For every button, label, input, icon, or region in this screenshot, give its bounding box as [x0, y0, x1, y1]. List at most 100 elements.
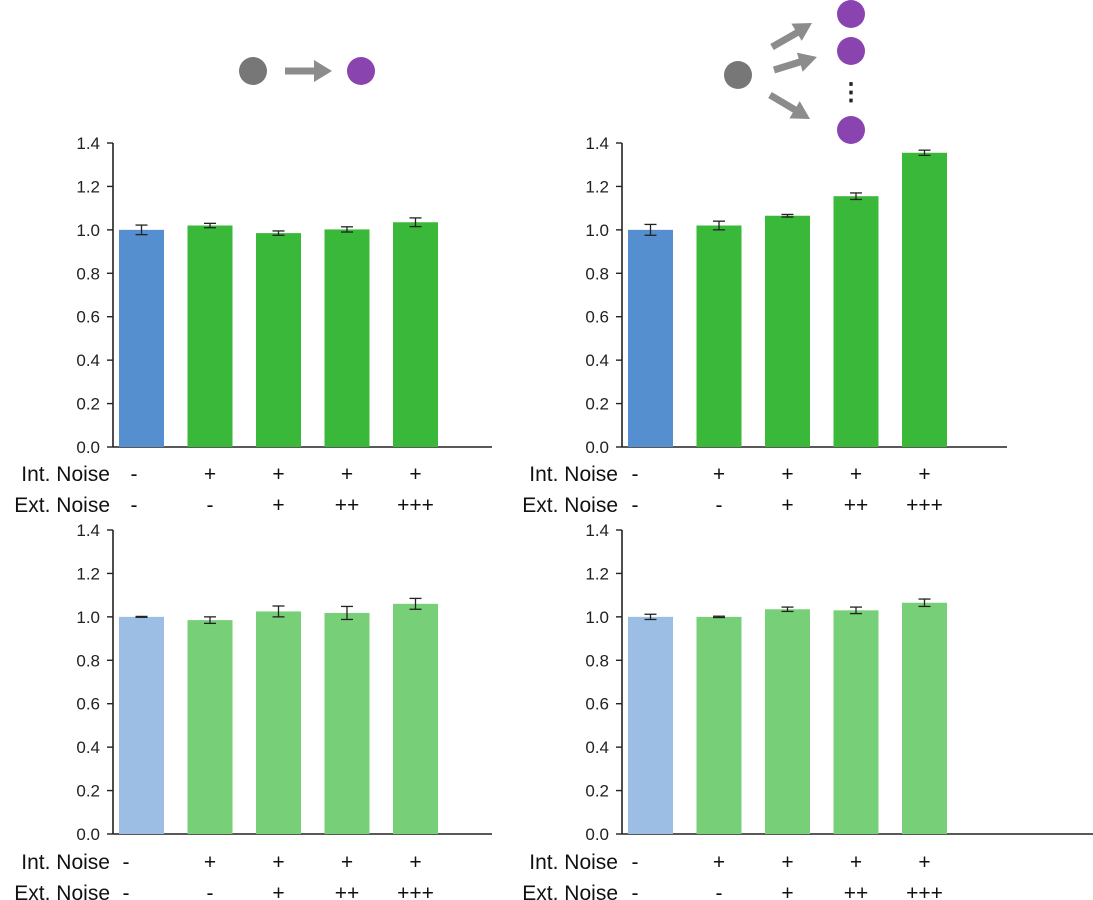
- arrow-head-icon: [796, 52, 817, 72]
- bar: [256, 233, 301, 447]
- y-tick-label: 1.0: [76, 221, 100, 240]
- bar: [393, 603, 438, 834]
- vertical-ellipsis: ⋮: [839, 79, 863, 106]
- condition-symbol: ++: [844, 494, 869, 517]
- bar: [628, 229, 673, 447]
- bar: [324, 612, 370, 834]
- bar: [256, 611, 301, 834]
- y-tick-label: 1.4: [585, 521, 609, 540]
- condition-symbol: -: [632, 882, 639, 900]
- condition-symbol: +: [781, 851, 793, 874]
- int-noise-label: Int. Noise: [21, 851, 110, 874]
- ext-noise-label: Ext. Noise: [14, 494, 110, 517]
- arrow-head-icon: [314, 60, 332, 82]
- y-tick-label: 1.4: [76, 521, 100, 540]
- int-noise-label: Int. Noise: [529, 463, 618, 486]
- arrow-shaft: [772, 57, 805, 74]
- y-tick-label: 1.4: [585, 134, 609, 153]
- y-tick-label: 0.8: [585, 264, 609, 283]
- condition-symbol: +++: [906, 494, 943, 517]
- y-tick-label: 1.2: [585, 177, 609, 196]
- condition-symbol: +: [272, 882, 284, 900]
- target-cell-icon: [837, 37, 865, 65]
- y-tick-label: 1.2: [76, 564, 100, 583]
- condition-symbol: +: [850, 851, 862, 874]
- bar: [696, 616, 742, 834]
- arrow-head-icon: [789, 101, 810, 119]
- condition-symbol: +: [781, 494, 793, 517]
- condition-symbol: -: [207, 882, 214, 900]
- condition-symbol: -: [207, 494, 214, 517]
- condition-symbol: +: [781, 463, 793, 486]
- target-cell-icon: [347, 57, 375, 85]
- y-tick-label: 0.4: [76, 738, 100, 757]
- condition-symbol: +++: [906, 882, 943, 900]
- condition-symbol: +: [713, 463, 725, 486]
- condition-symbol: -: [131, 494, 138, 517]
- y-tick-label: 0.6: [76, 308, 100, 327]
- condition-symbol: +++: [397, 494, 434, 517]
- bar: [119, 229, 164, 447]
- schematic-single-target: [239, 57, 375, 85]
- bar: [628, 616, 673, 834]
- condition-symbol: +: [409, 463, 421, 486]
- y-tick-label: 0.6: [76, 695, 100, 714]
- bar: [765, 215, 810, 447]
- condition-symbol: -: [716, 494, 723, 517]
- y-tick-label: 0.6: [585, 695, 609, 714]
- y-tick-label: 0.8: [76, 264, 100, 283]
- bar: [393, 222, 438, 447]
- y-tick-label: 0.0: [585, 438, 609, 457]
- y-tick-label: 1.2: [585, 564, 609, 583]
- condition-symbol: -: [131, 463, 138, 486]
- target-cell-icon: [837, 0, 865, 28]
- bar: [187, 620, 233, 834]
- bar: [902, 602, 947, 834]
- bar: [833, 196, 879, 447]
- condition-symbol: ++: [844, 882, 869, 900]
- y-tick-label: 0.4: [76, 351, 100, 370]
- condition-symbol: ++: [335, 882, 360, 900]
- source-cell-icon: [239, 57, 267, 85]
- condition-symbol: -: [632, 494, 639, 517]
- int-noise-label: Int. Noise: [529, 851, 618, 874]
- arrow-shaft: [768, 91, 799, 115]
- y-tick-label: 0.0: [76, 825, 100, 844]
- condition-symbol: +: [272, 851, 284, 874]
- condition-symbol: ++: [335, 494, 360, 517]
- source-cell-icon: [724, 61, 752, 89]
- y-tick-label: 0.4: [585, 738, 609, 757]
- y-tick-label: 1.0: [585, 608, 609, 627]
- ext-noise-label: Ext. Noise: [522, 882, 618, 900]
- ext-noise-label: Ext. Noise: [14, 882, 110, 900]
- bar: [696, 225, 742, 447]
- y-tick-label: 0.2: [585, 395, 609, 414]
- condition-symbol: +: [204, 851, 216, 874]
- y-tick-label: 1.4: [76, 134, 100, 153]
- bar: [765, 609, 810, 834]
- y-tick-label: 0.2: [76, 782, 100, 801]
- condition-symbol: +++: [397, 882, 434, 900]
- y-tick-label: 0.6: [585, 308, 609, 327]
- condition-symbol: -: [123, 851, 130, 874]
- condition-symbol: +: [918, 463, 930, 486]
- int-noise-label: Int. Noise: [21, 463, 110, 486]
- ext-noise-label: Ext. Noise: [522, 494, 618, 517]
- bar: [119, 616, 164, 834]
- bar: [187, 225, 233, 447]
- condition-symbol: +: [341, 463, 353, 486]
- arrow-head-icon: [791, 23, 812, 41]
- schematic-multi-target: ⋮: [724, 0, 865, 144]
- y-tick-label: 0.0: [585, 825, 609, 844]
- condition-symbol: +: [272, 463, 284, 486]
- condition-symbol: -: [632, 851, 639, 874]
- bar: [833, 610, 879, 834]
- condition-symbol: -: [632, 463, 639, 486]
- y-tick-label: 0.8: [76, 651, 100, 670]
- y-tick-label: 1.0: [76, 608, 100, 627]
- y-tick-label: 0.8: [585, 651, 609, 670]
